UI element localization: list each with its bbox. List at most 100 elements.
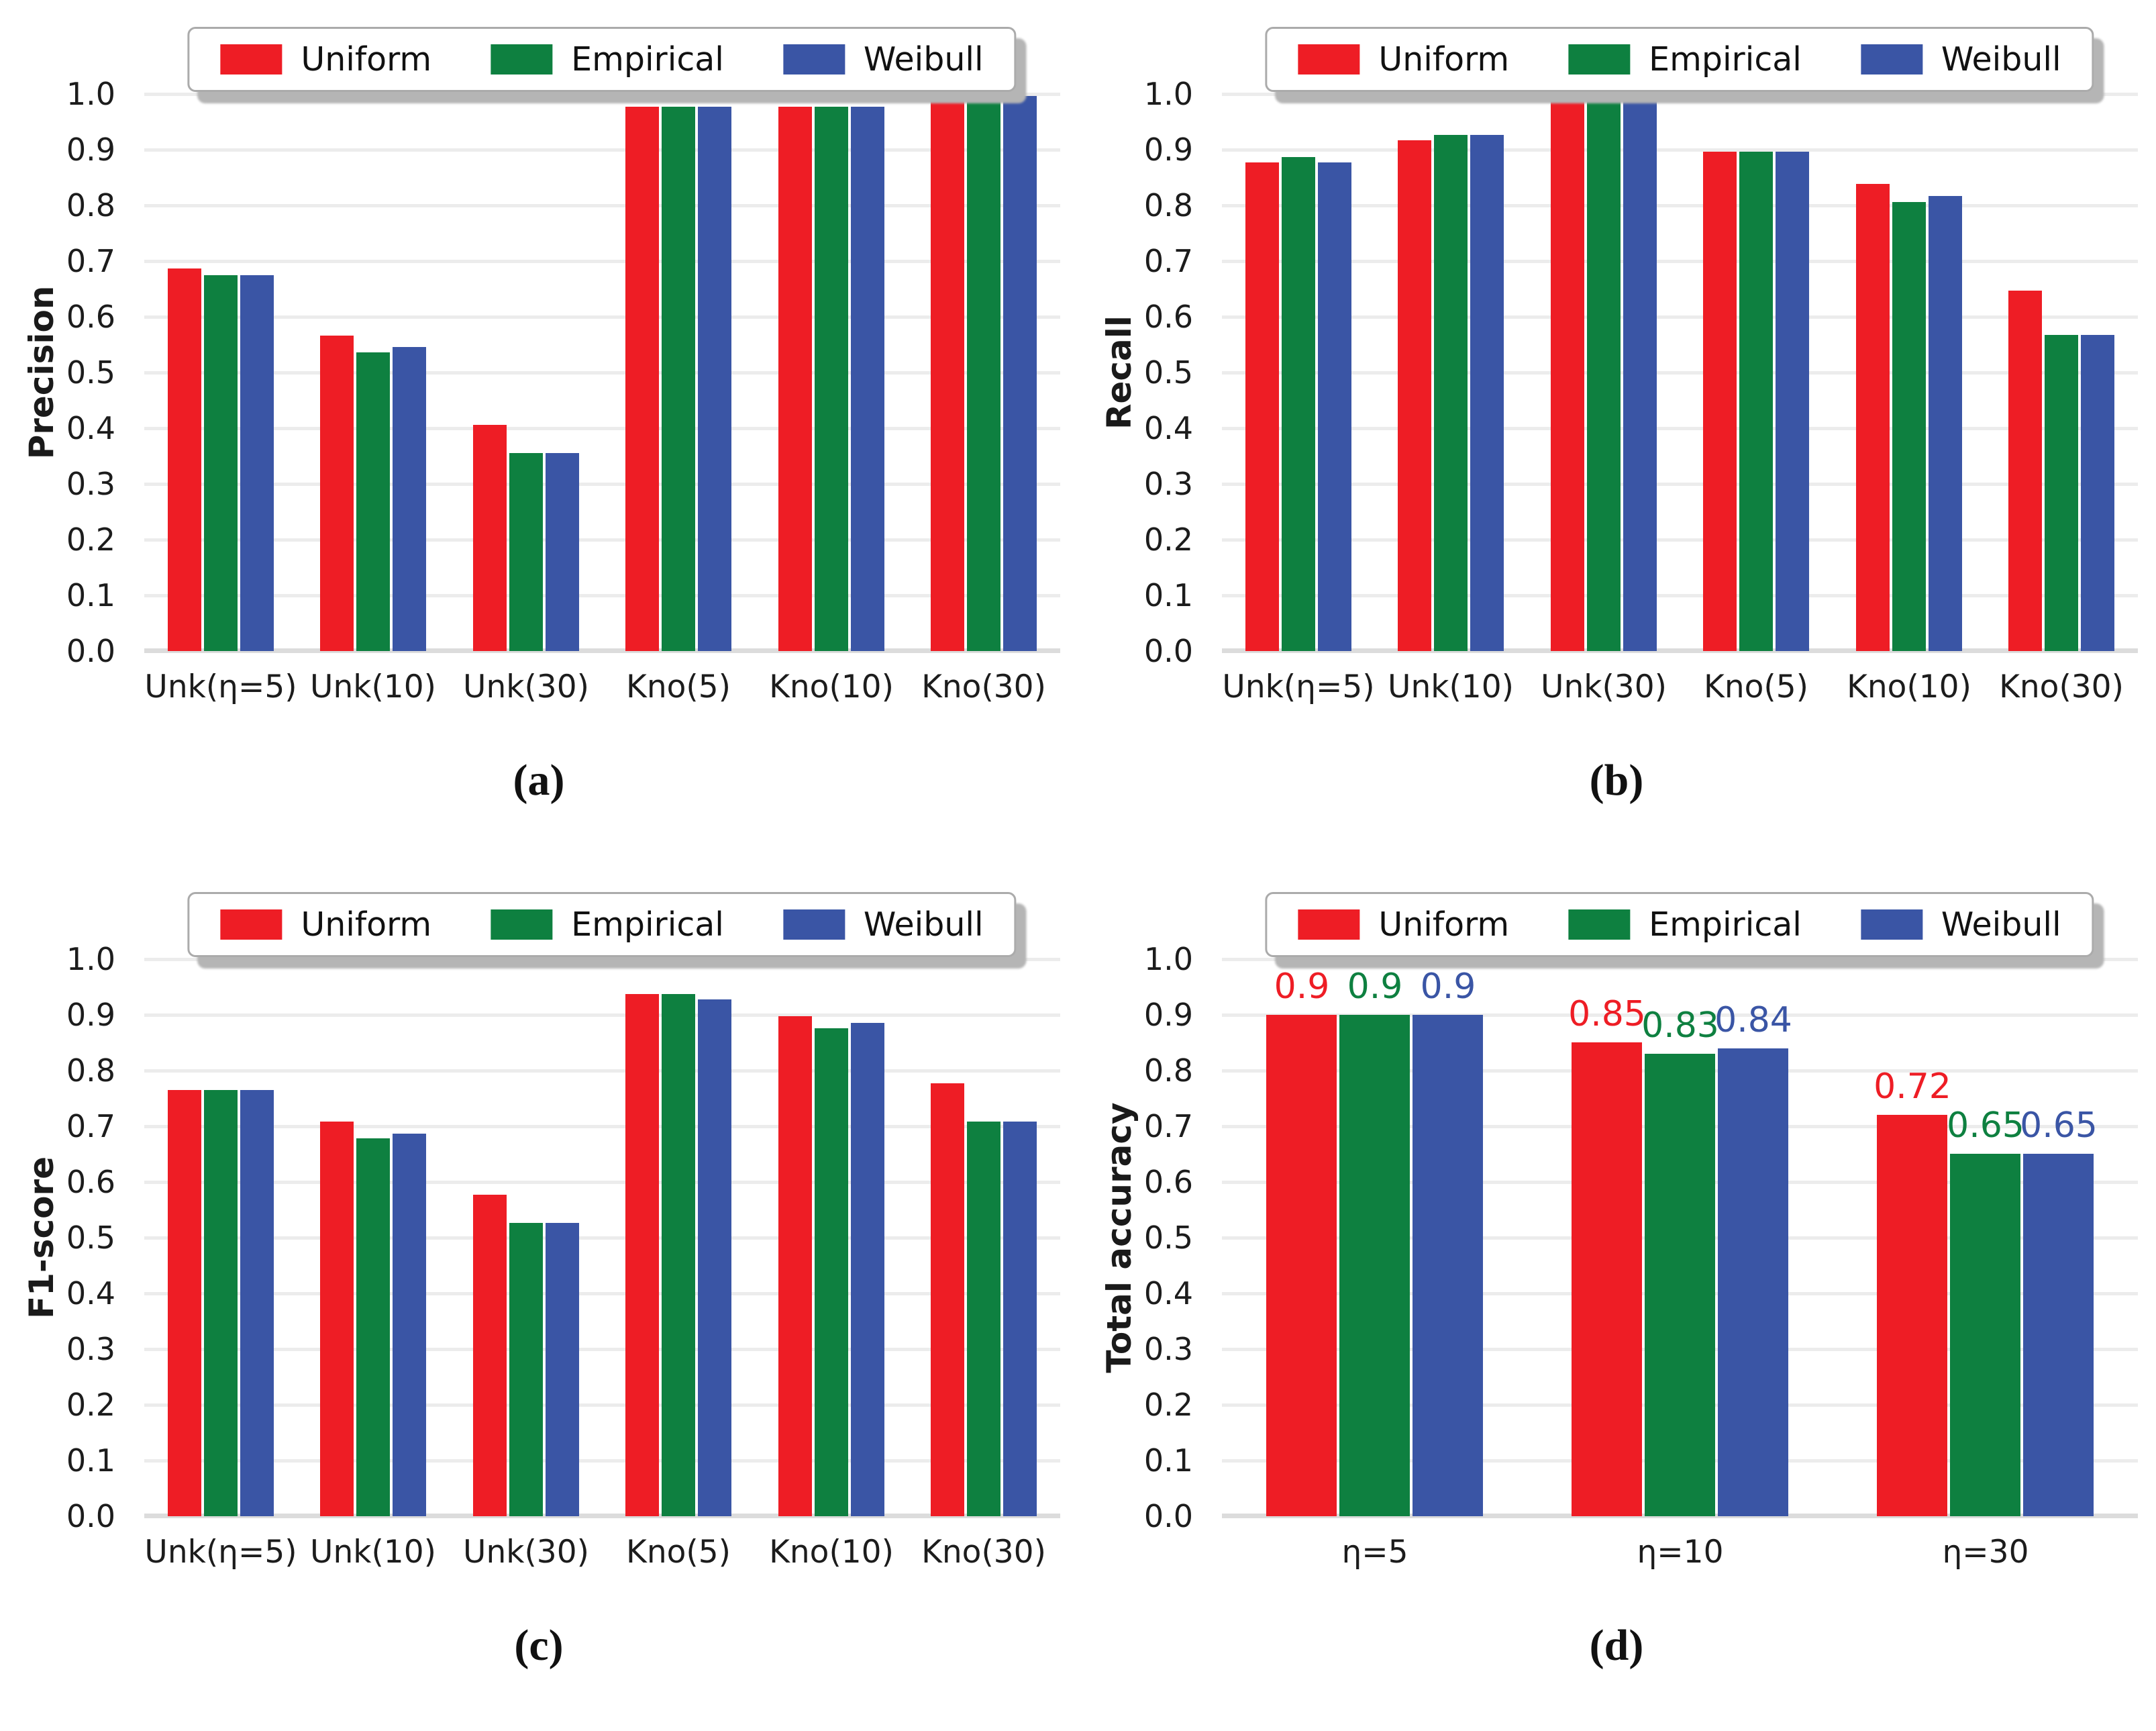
y-tick-label: 0.3 — [66, 1331, 115, 1367]
gridline — [144, 371, 1060, 375]
bar-c-series-1 — [320, 1122, 354, 1516]
gridline — [144, 315, 1060, 319]
bar-a-series-2 — [967, 96, 1000, 651]
y-tick-label: 0.8 — [66, 1052, 115, 1089]
bar-value-label: 0.9 — [1347, 967, 1403, 1007]
bar-a-series-2 — [204, 275, 238, 651]
y-tick-label: 0.4 — [1143, 410, 1193, 446]
y-tick-label: 0.7 — [1143, 1108, 1193, 1144]
legend-item: Weibull — [1860, 40, 2061, 79]
bar-c-series-3 — [698, 999, 731, 1516]
x-tick-label: Unk(30) — [463, 669, 589, 705]
legend-item: Empirical — [1568, 905, 1802, 944]
bar-b-series-3 — [1776, 152, 1809, 651]
bar-b-series-1 — [1551, 101, 1584, 651]
bar-b-series-1 — [1856, 184, 1890, 651]
legend-swatch — [782, 909, 845, 940]
legend-swatch — [782, 44, 845, 75]
legend-label: Uniform — [1378, 40, 1510, 79]
bar-a-series-3 — [546, 453, 579, 651]
gridline — [144, 1236, 1060, 1240]
bar-b-series-1 — [1398, 140, 1431, 651]
y-tick-label: 0.9 — [66, 997, 115, 1033]
gridline — [144, 1292, 1060, 1295]
x-tick-label: Kno(5) — [626, 669, 731, 705]
y-tick-label: 0.2 — [66, 1387, 115, 1423]
legend-item: Weibull — [782, 40, 984, 79]
bar-c-series-1 — [168, 1090, 201, 1516]
gridline — [1222, 958, 2138, 961]
legend-label: Empirical — [571, 905, 724, 944]
panel-total-accuracy: Uniform Empirical Weibull Total accuracy 0… — [1078, 865, 2156, 1731]
bar-value-label: 0.85 — [1568, 994, 1646, 1034]
bar-c-series-3 — [240, 1090, 274, 1516]
bar-a-series-2 — [509, 453, 543, 651]
subfigure-caption: (c) — [514, 1621, 564, 1670]
legend-label: Weibull — [863, 40, 984, 79]
gridline — [144, 1348, 1060, 1351]
y-tick-label: 0.7 — [66, 1108, 115, 1144]
legend-item: Weibull — [1860, 905, 2061, 944]
bar-c-series-1 — [473, 1195, 507, 1516]
legend-swatch — [491, 44, 553, 75]
gridline — [144, 483, 1060, 486]
x-tick-label: Kno(30) — [1999, 669, 2124, 705]
y-tick-label: 0.2 — [1143, 522, 1193, 558]
bar-d-series-3 — [1413, 1015, 1483, 1516]
bar-c-series-2 — [967, 1122, 1000, 1516]
bar-a-series-3 — [851, 107, 884, 651]
y-tick-label: 0.5 — [66, 354, 115, 391]
legend-label: Uniform — [1378, 905, 1510, 944]
gridline — [144, 1125, 1060, 1128]
x-tick-label: η=10 — [1637, 1534, 1724, 1571]
y-tick-label: 0.9 — [1143, 132, 1193, 168]
legend-item: Empirical — [1568, 40, 1802, 79]
legend: Uniform Empirical Weibull — [187, 27, 1017, 92]
gridline — [144, 958, 1060, 961]
y-tick-label: 0.0 — [1143, 633, 1193, 669]
x-tick-label: Kno(10) — [1847, 669, 1971, 705]
legend-label: Uniform — [301, 40, 432, 79]
x-axis-line — [144, 648, 1060, 653]
legend-label: Weibull — [863, 905, 984, 944]
bar-a-series-1 — [931, 96, 964, 651]
x-tick-label: η=30 — [1942, 1534, 2029, 1571]
x-tick-label: Unk(10) — [310, 669, 436, 705]
bar-b-series-1 — [2008, 291, 2042, 651]
bar-c-series-2 — [356, 1138, 390, 1516]
bar-value-label: 0.9 — [1274, 967, 1330, 1007]
x-tick-label: Unk(30) — [1541, 669, 1667, 705]
bar-c-series-3 — [1003, 1122, 1037, 1516]
bar-c-series-2 — [662, 994, 695, 1516]
subfigure-caption: (d) — [1589, 1621, 1644, 1670]
gridline — [1222, 1013, 2138, 1017]
x-tick-label: η=5 — [1341, 1534, 1408, 1571]
legend-item: Uniform — [220, 40, 431, 79]
y-tick-label: 0.1 — [66, 1442, 115, 1479]
x-tick-label: Kno(10) — [769, 1534, 894, 1571]
bar-a-series-1 — [473, 425, 507, 651]
bar-a-series-1 — [168, 268, 201, 651]
bar-d-series-2 — [1339, 1015, 1410, 1516]
legend-label: Weibull — [1941, 40, 2061, 79]
x-tick-label: Kno(10) — [769, 669, 894, 705]
bar-b-series-1 — [1703, 152, 1737, 651]
bar-d-series-3 — [1718, 1048, 1788, 1516]
x-axis-line — [1222, 648, 2138, 653]
subfigure-caption: (b) — [1589, 756, 1644, 805]
y-tick-label: 0.6 — [1143, 1164, 1193, 1200]
gridline — [1222, 594, 2138, 597]
bar-c-series-3 — [393, 1134, 426, 1516]
bar-value-label: 0.65 — [2020, 1105, 2098, 1146]
bar-b-series-3 — [1929, 196, 1962, 651]
bar-d-series-3 — [2023, 1154, 2094, 1516]
x-tick-label: Unk(30) — [463, 1534, 589, 1571]
bar-d-series-1 — [1572, 1042, 1642, 1516]
y-tick-label: 0.2 — [1143, 1387, 1193, 1423]
gridline — [144, 1069, 1060, 1073]
y-tick-label: 0.3 — [66, 466, 115, 502]
legend-label: Weibull — [1941, 905, 2061, 944]
y-tick-label: 0.1 — [1143, 1442, 1193, 1479]
y-tick-label: 1.0 — [66, 941, 115, 977]
